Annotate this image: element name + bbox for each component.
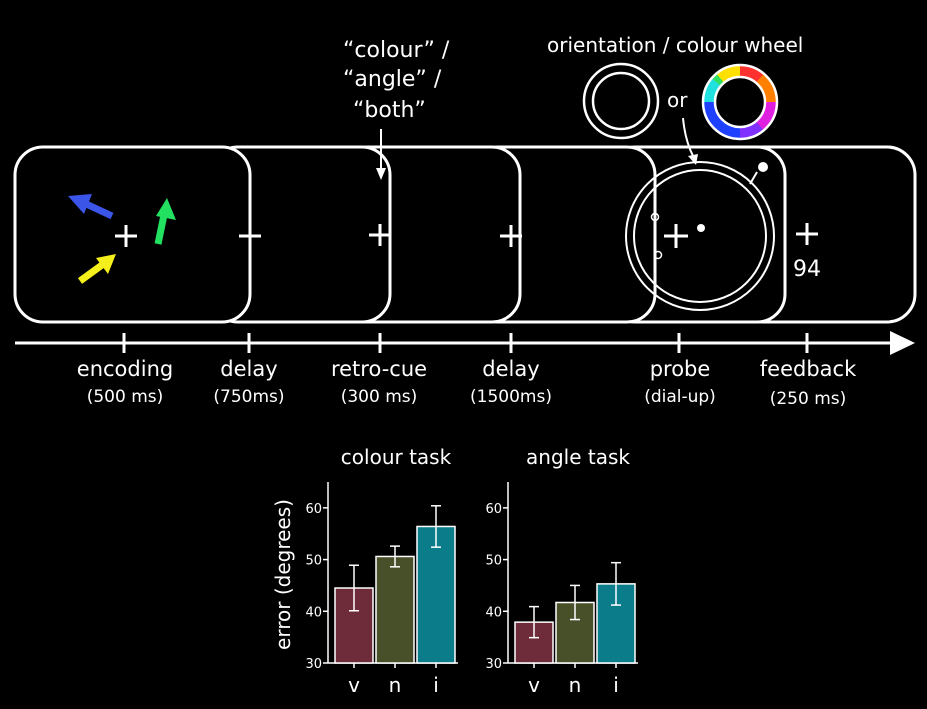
timeline-labels: encoding (500 ms) delay (750ms) retro-cu…	[77, 357, 857, 409]
cue-down-arrow-icon	[376, 129, 386, 180]
orientation-wheel-icon	[582, 62, 660, 140]
fixation-cross-icon	[796, 223, 818, 245]
timeline-arrowhead-icon	[890, 331, 915, 355]
fixation-cross-icon	[369, 224, 391, 246]
y-tick-label: 60	[305, 502, 322, 517]
x-tick-label: i	[433, 673, 439, 697]
trial-frames	[13, 145, 917, 324]
wheel-label: orientation / colour wheel	[547, 33, 803, 57]
stage-name: feedback	[760, 357, 857, 381]
colour-wheel-icon	[701, 63, 779, 141]
fixation-cross-icon	[500, 225, 522, 247]
stage-duration: (dial-up)	[644, 387, 716, 407]
cue-option-colour: “colour” /	[343, 38, 450, 63]
stage-duration: (750ms)	[213, 387, 284, 407]
chart-panel-1: colour task 30 40 50 60 error (degrees) v n i	[271, 445, 458, 697]
cue-option-angle: “angle” /	[343, 67, 442, 92]
chart-title: colour task	[341, 445, 452, 469]
stage-name: retro-cue	[331, 357, 427, 381]
cue-option-both: “both”	[353, 98, 426, 123]
probe-dial	[625, 161, 775, 311]
x-tick-label: n	[569, 673, 582, 697]
stage-duration: (500 ms)	[87, 387, 164, 407]
y-tick-label: 40	[305, 605, 322, 620]
chart-panel-2: angle task 30 40 50 60 v n i	[485, 445, 638, 697]
y-tick-label: 40	[485, 605, 502, 620]
dial-handle-icon	[749, 162, 768, 185]
y-tick-label: 50	[485, 554, 502, 569]
x-tick-label: v	[348, 673, 360, 697]
or-label: or	[667, 88, 688, 112]
memory-item-marker	[650, 212, 660, 222]
fixation-cross-icon	[664, 224, 688, 248]
stage-duration: (1500ms)	[470, 387, 552, 407]
green-arrow-icon	[154, 198, 176, 245]
blue-arrow-icon	[68, 194, 114, 220]
feedback-value: 94	[793, 257, 821, 282]
stage-name: delay	[220, 357, 277, 381]
bar	[416, 525, 456, 664]
x-tick-label: v	[528, 673, 540, 697]
y-axis-label: error (degrees)	[271, 499, 295, 650]
y-tick-label: 30	[305, 657, 322, 672]
stage-duration: (300 ms)	[341, 387, 418, 407]
stage-duration: (250 ms)	[770, 389, 847, 409]
y-tick-label: 30	[485, 657, 502, 672]
fixation-crosses	[115, 223, 818, 248]
x-tick-label: i	[613, 673, 619, 697]
y-tick-label: 60	[485, 502, 502, 517]
chart-title: angle task	[526, 445, 630, 469]
stage-name: probe	[650, 357, 711, 381]
stage-name: encoding	[77, 357, 173, 381]
bar	[375, 555, 415, 664]
yellow-arrow-icon	[77, 254, 116, 284]
stage-name: delay	[482, 357, 539, 381]
dial-center-dot	[697, 224, 705, 232]
timeline-axis	[15, 331, 915, 355]
x-tick-label: n	[389, 673, 402, 697]
fixation-cross-icon	[115, 225, 137, 247]
memory-item-marker	[653, 250, 663, 260]
fixation-cross-icon	[239, 225, 261, 247]
y-tick-label: 50	[305, 554, 322, 569]
